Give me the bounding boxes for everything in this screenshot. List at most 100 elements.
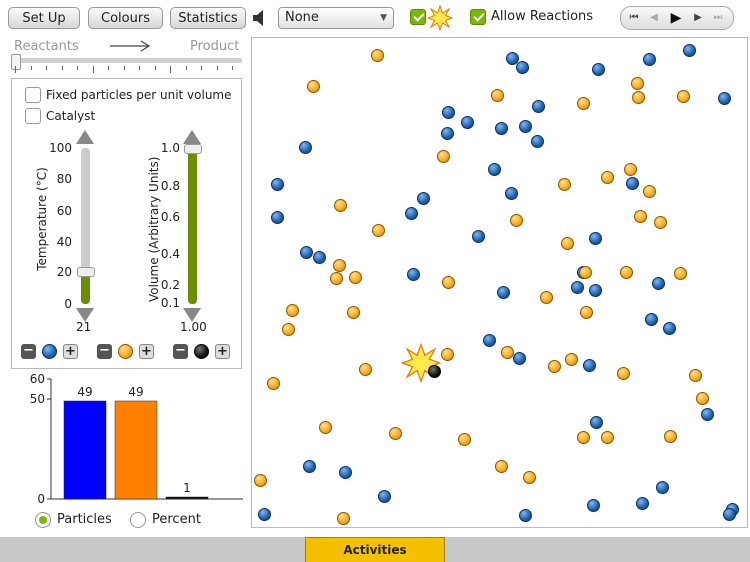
chart-bar [63, 400, 107, 500]
orange-particle [579, 266, 592, 279]
activities-tab[interactable]: Activities [305, 537, 445, 562]
orange-particle [696, 392, 709, 405]
remove-orange-button[interactable]: − [97, 344, 112, 359]
temperature-thumb[interactable] [77, 267, 95, 278]
volume-fill [188, 148, 197, 304]
temp-tick: 20 [56, 265, 72, 279]
black-particle-icon [194, 344, 209, 359]
orange-particle [337, 512, 350, 525]
fixed-particles-label: Fixed particles per unit volume [46, 88, 232, 102]
blue-particle [683, 44, 696, 57]
statistics-button[interactable]: Statistics [170, 7, 246, 29]
reaction-slider-track[interactable] [12, 58, 242, 63]
reactants-label: Reactants [14, 39, 79, 54]
vol-tick: 1.0 [160, 141, 180, 155]
reaction-slider-tick [77, 66, 78, 70]
blue-particle [718, 92, 731, 105]
blue-particle [472, 230, 485, 243]
orange-particle [624, 163, 637, 176]
particles-radio[interactable] [35, 512, 51, 528]
blue-particle [571, 281, 584, 294]
blue-particle [271, 211, 284, 224]
reaction-select[interactable]: None ▼ [278, 7, 394, 29]
volume-thumb[interactable] [184, 144, 202, 154]
orange-particle [510, 214, 523, 227]
remove-black-button[interactable]: − [173, 344, 188, 359]
add-orange-button[interactable]: + [139, 344, 154, 359]
blue-particle [407, 268, 420, 281]
explosion-checkbox[interactable] [410, 9, 426, 25]
temperature-track[interactable] [81, 148, 90, 304]
setup-button[interactable]: Set Up [8, 7, 80, 29]
playback-controls: ⏮ ◀ ▶ ▶ ⏭ [620, 6, 734, 30]
allow-reactions-checkbox[interactable] [470, 9, 486, 25]
reaction-slider-tick [201, 66, 202, 70]
add-blue-button[interactable]: + [63, 344, 78, 359]
arrow-right-icon [110, 40, 151, 52]
reaction-slider-tick [139, 66, 140, 70]
blue-particle [488, 163, 501, 176]
blue-particle [495, 122, 508, 135]
orange-particle [389, 427, 402, 440]
blue-particle-icon [42, 344, 57, 359]
reaction-slider-thumb[interactable] [11, 54, 21, 70]
add-black-button[interactable]: + [215, 344, 230, 359]
step-back-icon[interactable]: ◀ [650, 12, 658, 23]
reaction-select-value: None [285, 10, 319, 25]
reaction-slider-tick [216, 66, 218, 70]
fixed-particles-checkbox[interactable] [25, 87, 41, 103]
orange-particle [620, 266, 633, 279]
play-icon[interactable]: ▶ [670, 10, 682, 26]
speaker-icon[interactable] [252, 8, 268, 28]
blue-particle [701, 408, 714, 421]
orange-particle [254, 474, 267, 487]
orange-particle [523, 471, 536, 484]
blue-particle [589, 232, 602, 245]
blue-particle [378, 490, 391, 503]
blue-particle [589, 284, 602, 297]
orange-particle [359, 363, 372, 376]
blue-particle [258, 508, 271, 521]
allow-reactions-label: Allow Reactions [491, 9, 594, 24]
orange-particle [548, 360, 561, 373]
blue-particle [513, 352, 526, 365]
simulation-area[interactable] [251, 37, 748, 528]
orange-particle [458, 433, 471, 446]
blue-particle [405, 207, 418, 220]
orange-particle [577, 431, 590, 444]
blue-particle [663, 322, 676, 335]
step-forward-icon[interactable]: ▶ [694, 12, 702, 23]
skip-end-icon[interactable]: ⏭ [713, 12, 723, 23]
reaction-slider-tick [15, 66, 16, 73]
temp-tick: 60 [56, 204, 72, 218]
orange-particle [558, 178, 571, 191]
blue-particle [587, 499, 600, 512]
blue-particle [519, 509, 532, 522]
vol-tick: 0.1 [160, 296, 180, 310]
blue-particle [442, 106, 455, 119]
blue-particle [303, 460, 316, 473]
chart-y-tick-label: 50 [30, 392, 45, 406]
colours-button[interactable]: Colours [88, 7, 163, 29]
orange-particle [540, 291, 553, 304]
volume-down-arrow[interactable] [183, 308, 201, 322]
orange-particle [674, 267, 687, 280]
reaction-slider-tick [61, 66, 63, 70]
remove-blue-button[interactable]: − [21, 344, 36, 359]
chevron-down-icon: ▼ [380, 13, 387, 23]
temperature-down-arrow[interactable] [76, 308, 94, 322]
percent-radio-label: Percent [152, 512, 201, 527]
reaction-slider-tick [92, 66, 94, 73]
temperature-up-arrow[interactable] [76, 130, 94, 144]
blue-particle [723, 508, 736, 521]
orange-particle-icon [118, 344, 133, 359]
orange-particle [372, 224, 385, 237]
volume-up-arrow[interactable] [183, 130, 201, 144]
catalyst-checkbox[interactable] [25, 108, 41, 124]
particles-radio-label: Particles [57, 512, 112, 527]
orange-particle [349, 271, 362, 284]
percent-radio[interactable] [130, 512, 146, 528]
orange-particle [561, 237, 574, 250]
blue-particle [531, 135, 544, 148]
skip-start-icon[interactable]: ⏮ [629, 12, 639, 23]
